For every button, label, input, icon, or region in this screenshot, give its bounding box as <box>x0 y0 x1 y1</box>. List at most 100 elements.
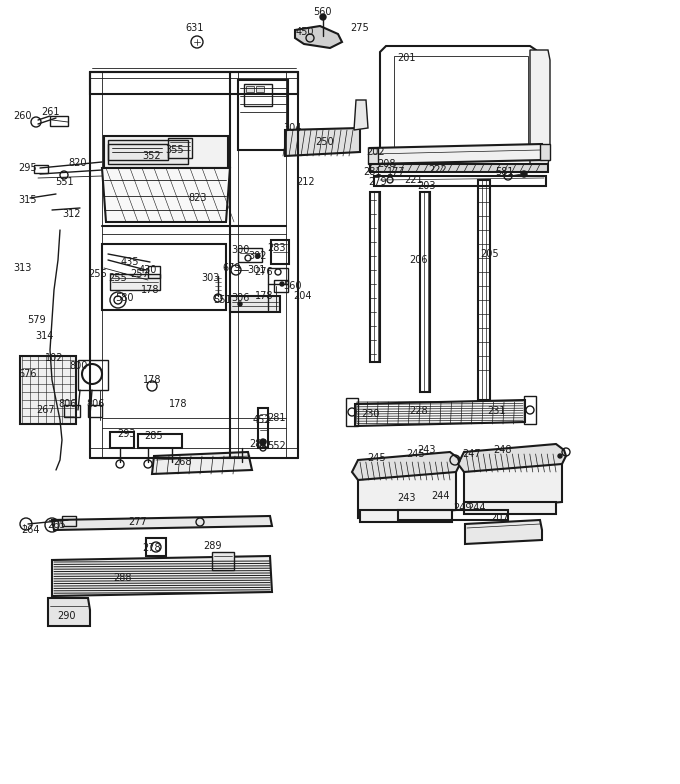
Polygon shape <box>530 50 550 164</box>
Bar <box>88 405 102 417</box>
Text: 256: 256 <box>88 269 107 279</box>
Circle shape <box>238 302 242 306</box>
Text: 352: 352 <box>143 151 161 161</box>
Circle shape <box>260 439 266 445</box>
Bar <box>110 274 160 290</box>
Bar <box>64 405 80 417</box>
Bar <box>108 140 188 164</box>
Polygon shape <box>48 598 90 626</box>
Text: 247: 247 <box>462 449 481 459</box>
Text: 178: 178 <box>143 375 161 385</box>
Polygon shape <box>104 136 228 168</box>
Bar <box>138 434 182 448</box>
Text: 304: 304 <box>283 123 301 133</box>
Text: 806: 806 <box>87 399 105 409</box>
Bar <box>212 552 234 570</box>
Bar <box>230 296 280 312</box>
Text: 243: 243 <box>418 445 437 455</box>
Text: 102: 102 <box>45 353 63 363</box>
Text: 580: 580 <box>115 293 133 303</box>
Bar <box>420 192 430 392</box>
Polygon shape <box>354 100 368 130</box>
Text: 631: 631 <box>186 23 204 33</box>
Bar <box>34 165 48 173</box>
Circle shape <box>558 454 562 458</box>
Text: 581: 581 <box>495 167 513 177</box>
Text: 295: 295 <box>18 163 37 173</box>
Text: 255: 255 <box>109 273 127 283</box>
Bar <box>258 408 268 448</box>
Text: 679: 679 <box>223 263 241 273</box>
Bar <box>370 164 548 172</box>
Bar <box>78 360 108 390</box>
Text: 806: 806 <box>58 399 78 409</box>
Text: 204: 204 <box>293 291 311 301</box>
Text: 551: 551 <box>213 295 231 305</box>
Text: 301: 301 <box>247 265 265 275</box>
Text: 178: 178 <box>255 291 273 301</box>
Text: 283: 283 <box>267 243 285 253</box>
Bar <box>50 116 68 126</box>
Bar <box>246 86 254 92</box>
Text: 275: 275 <box>351 23 369 33</box>
Bar <box>238 80 288 150</box>
Bar <box>20 356 76 424</box>
Text: 355: 355 <box>166 145 184 155</box>
Bar <box>346 398 358 426</box>
Text: 800: 800 <box>70 361 88 371</box>
Text: 249: 249 <box>453 503 471 513</box>
Polygon shape <box>295 26 342 48</box>
Text: 560: 560 <box>283 281 301 291</box>
Text: 278: 278 <box>143 543 161 553</box>
Text: 312: 312 <box>63 209 81 219</box>
Polygon shape <box>358 462 456 518</box>
Text: 303: 303 <box>201 273 219 283</box>
Circle shape <box>521 171 527 177</box>
Text: 452: 452 <box>253 415 271 425</box>
Text: 267: 267 <box>37 405 55 415</box>
Polygon shape <box>370 144 544 164</box>
Text: 264: 264 <box>21 525 39 535</box>
Text: 313: 313 <box>13 263 31 273</box>
Text: 206: 206 <box>410 255 428 265</box>
Text: 281: 281 <box>364 167 382 177</box>
Text: 178: 178 <box>169 399 187 409</box>
Text: 221: 221 <box>405 175 424 185</box>
Text: 277: 277 <box>129 517 148 527</box>
Bar <box>146 538 166 556</box>
Text: 290: 290 <box>58 611 76 621</box>
Text: 202: 202 <box>367 147 386 157</box>
Text: 300: 300 <box>231 245 249 255</box>
Bar <box>360 510 452 522</box>
Bar <box>148 266 160 278</box>
Text: 178: 178 <box>141 285 159 295</box>
Text: 281: 281 <box>268 413 286 423</box>
Text: 250: 250 <box>316 137 335 147</box>
Text: 282: 282 <box>250 439 269 449</box>
Bar <box>482 180 486 400</box>
Bar <box>90 72 298 94</box>
Text: 261: 261 <box>41 107 59 117</box>
Polygon shape <box>465 520 542 544</box>
Text: 676: 676 <box>19 369 37 379</box>
Text: 257: 257 <box>131 269 150 279</box>
Text: 212: 212 <box>296 177 316 187</box>
Polygon shape <box>102 168 230 222</box>
Text: 551: 551 <box>54 177 73 187</box>
Text: 205: 205 <box>481 249 499 259</box>
Text: 285: 285 <box>145 431 163 441</box>
Text: 265: 265 <box>48 520 67 530</box>
Text: 208: 208 <box>377 159 395 169</box>
Text: 245: 245 <box>407 449 425 459</box>
Text: 244: 244 <box>468 503 486 513</box>
Text: 560: 560 <box>313 7 331 17</box>
Bar <box>464 502 556 514</box>
Polygon shape <box>52 516 272 530</box>
Text: 302: 302 <box>249 251 267 261</box>
Text: 243: 243 <box>396 493 415 503</box>
Text: 820: 820 <box>69 158 87 168</box>
Bar <box>368 148 378 164</box>
Bar <box>268 268 288 284</box>
Bar <box>274 280 288 292</box>
Text: 244: 244 <box>432 491 450 501</box>
